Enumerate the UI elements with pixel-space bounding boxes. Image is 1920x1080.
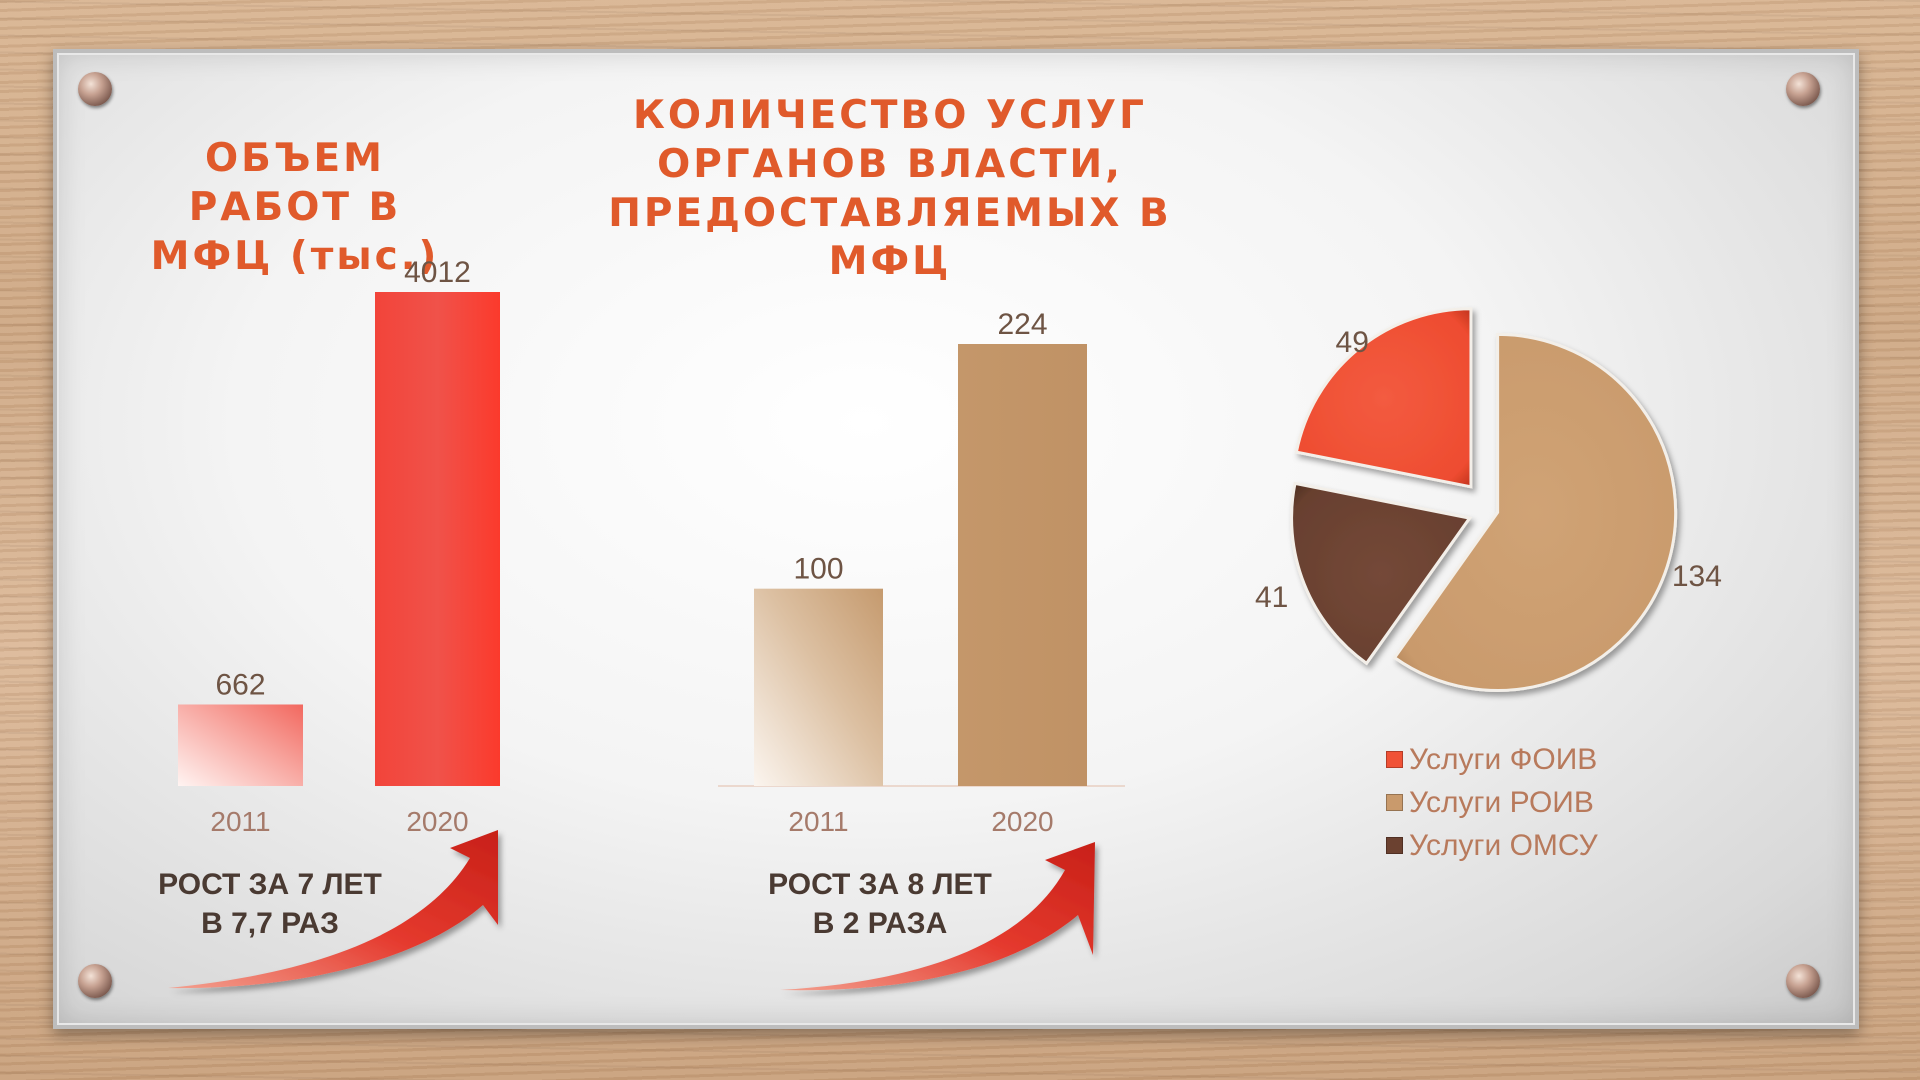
services-value-label-2011: 100 xyxy=(793,553,843,586)
screw-top-right xyxy=(1786,72,1820,106)
legend-swatch-omsu xyxy=(1386,837,1403,854)
legend-label-roiv: Услуги РОИВ xyxy=(1409,785,1594,819)
services-bar-2011 xyxy=(754,588,883,786)
bar-chart-work-volume: 662 2011 4012 2020 xyxy=(178,256,500,837)
bar-chart-services: 100 2011 224 2020 xyxy=(718,308,1125,837)
growth-note-left-line2: В 7,7 РАЗ xyxy=(201,907,339,940)
pie-value-label-omsu: 41 xyxy=(1255,581,1288,614)
screw-bottom-right xyxy=(1786,964,1820,998)
legend-label-foiv: Услуги ФОИВ xyxy=(1409,742,1598,776)
work-volume-tick-label-2020: 2020 xyxy=(406,806,468,837)
pie-chart-services: 49 134 41 xyxy=(1255,307,1722,692)
growth-note-right-line2: В 2 РАЗА xyxy=(812,907,948,940)
chart-title-services-count: КОЛИЧЕСТВО УСЛУГ ОРГАНОВ ВЛАСТИ, ПРЕДОСТ… xyxy=(608,93,1172,285)
work-volume-tick-label-2011: 2011 xyxy=(210,806,270,837)
work-volume-value-label-2020: 4012 xyxy=(404,256,471,289)
growth-note-right: РОСТ ЗА 8 ЛЕТ В 2 РАЗА xyxy=(740,865,1020,943)
legend-swatch-roiv xyxy=(1386,794,1403,811)
pie-value-label-foiv: 49 xyxy=(1336,326,1369,359)
growth-note-left-line1: РОСТ ЗА 7 ЛЕТ xyxy=(158,868,382,901)
services-tick-label-2020: 2020 xyxy=(991,806,1053,837)
chart-title-work-volume: ОБЪЕМ РАБОТ В МФЦ (тыс.) xyxy=(150,136,440,279)
pie-legend: Услуги ФОИВ Услуги РОИВ Услуги ОМСУ xyxy=(1386,738,1598,867)
growth-note-right-line1: РОСТ ЗА 8 ЛЕТ xyxy=(768,868,992,901)
legend-label-omsu: Услуги ОМСУ xyxy=(1409,828,1598,862)
work-volume-bar-2020 xyxy=(375,292,500,786)
services-tick-label-2011: 2011 xyxy=(788,806,848,837)
work-volume-value-label-2011: 662 xyxy=(215,668,265,701)
pie-value-label-roiv: 134 xyxy=(1672,560,1722,593)
screw-bottom-left xyxy=(78,964,112,998)
growth-arrow-left xyxy=(168,830,498,989)
legend-item-foiv: Услуги ФОИВ xyxy=(1386,738,1598,781)
growth-note-left: РОСТ ЗА 7 ЛЕТ В 7,7 РАЗ xyxy=(130,865,410,943)
pie-slice-foiv xyxy=(1294,307,1473,489)
services-bar-2020 xyxy=(958,344,1087,786)
work-volume-bar-2011 xyxy=(178,704,303,786)
legend-item-roiv: Услуги РОИВ xyxy=(1386,781,1598,824)
growth-arrow-right xyxy=(780,842,1095,991)
pie-slice-roiv xyxy=(1392,332,1678,692)
legend-item-omsu: Услуги ОМСУ xyxy=(1386,824,1598,867)
screw-top-left xyxy=(78,72,112,106)
services-value-label-2020: 224 xyxy=(997,308,1047,341)
legend-swatch-foiv xyxy=(1386,751,1403,768)
pie-slice-omsu xyxy=(1290,481,1473,666)
